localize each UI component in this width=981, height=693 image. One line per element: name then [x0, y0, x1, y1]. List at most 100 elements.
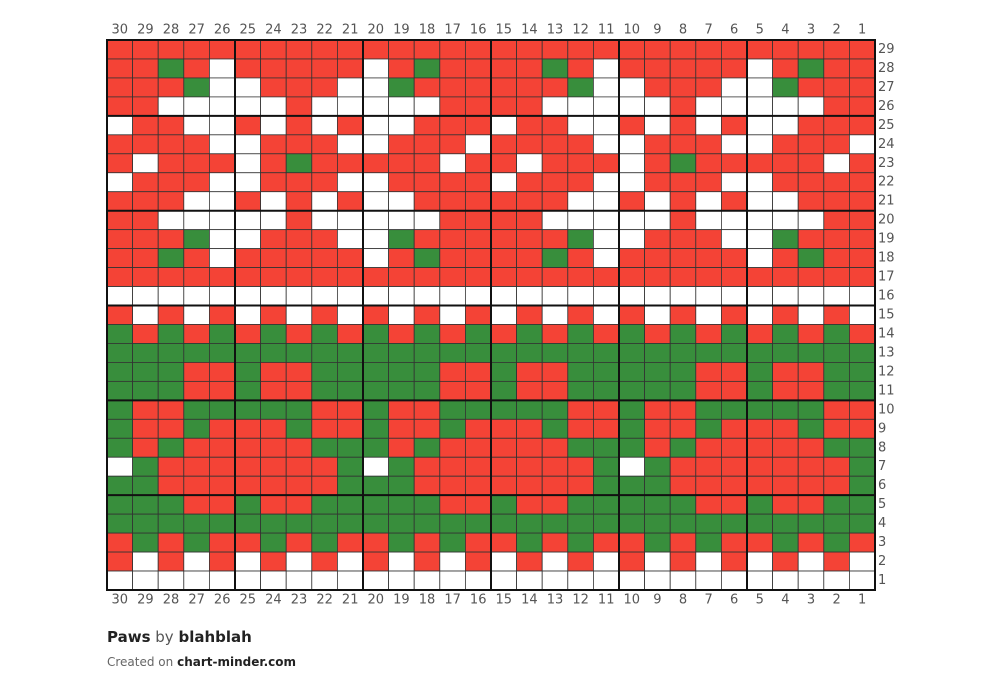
- cell: [132, 267, 159, 287]
- cell: [746, 77, 774, 98]
- cell: [721, 58, 748, 79]
- cell: [183, 58, 210, 79]
- column-label-bottom: 21: [342, 593, 359, 608]
- cell: [413, 248, 441, 268]
- cell: [644, 456, 671, 477]
- cell: [311, 570, 338, 591]
- cell: [106, 77, 134, 98]
- cell: [413, 475, 441, 496]
- cell: [772, 191, 799, 212]
- cell: [106, 494, 134, 515]
- cell: [362, 380, 390, 401]
- cell: [183, 399, 210, 420]
- cell: [644, 532, 671, 553]
- column-label-bottom: 8: [679, 593, 687, 608]
- cell: [336, 58, 364, 79]
- cell: [464, 362, 492, 382]
- cell: [695, 324, 722, 344]
- cell: [464, 134, 492, 155]
- cell: [464, 115, 492, 136]
- column-label-top: 27: [188, 23, 205, 38]
- cell: [567, 456, 594, 477]
- column-label-top: 3: [807, 23, 815, 38]
- cell: [106, 229, 134, 250]
- row-label: 11: [878, 383, 895, 398]
- cell: [772, 39, 799, 60]
- cell: [797, 153, 825, 174]
- cell: [413, 39, 441, 60]
- cell: [823, 153, 850, 174]
- cell: [490, 437, 518, 458]
- cell: [721, 96, 748, 117]
- site-link[interactable]: chart-minder.com: [177, 655, 296, 669]
- cell: [618, 437, 646, 458]
- cell: [721, 191, 748, 212]
- cell: [516, 39, 543, 60]
- cell: [157, 551, 185, 572]
- column-label-bottom: 11: [598, 593, 615, 608]
- cell: [644, 343, 671, 363]
- column-label-top: 21: [342, 23, 359, 38]
- cell: [516, 494, 543, 515]
- cell: [849, 456, 876, 477]
- column-label-top: 9: [653, 23, 661, 38]
- cell: [362, 58, 390, 79]
- cell: [721, 343, 748, 363]
- cell: [336, 456, 364, 477]
- cell: [285, 399, 313, 420]
- cell: [669, 248, 697, 268]
- cell: [772, 380, 799, 401]
- row-label: 28: [878, 61, 895, 76]
- cell: [464, 437, 492, 458]
- cell: [746, 551, 774, 572]
- cell: [413, 77, 441, 98]
- cell: [618, 513, 646, 534]
- cell: [849, 58, 876, 79]
- cell: [721, 456, 748, 477]
- cell: [208, 153, 236, 174]
- cell: [644, 494, 671, 515]
- cell: [234, 343, 262, 363]
- cell: [823, 418, 850, 439]
- cell: [695, 153, 722, 174]
- cell: [618, 134, 646, 155]
- cell: [106, 418, 134, 439]
- cell: [106, 134, 134, 155]
- cell: [746, 172, 774, 193]
- cell: [746, 456, 774, 477]
- cell: [669, 77, 697, 98]
- cell: [695, 191, 722, 212]
- cell: [746, 494, 774, 515]
- cell: [618, 248, 646, 268]
- cell: [849, 210, 876, 231]
- cell: [464, 191, 492, 212]
- cell: [593, 324, 620, 344]
- cell: [669, 172, 697, 193]
- cell: [388, 229, 415, 250]
- row-label: 19: [878, 232, 895, 247]
- column-label-top: 29: [137, 23, 154, 38]
- cell: [234, 267, 262, 287]
- cell: [311, 437, 338, 458]
- cell: [388, 115, 415, 136]
- cell: [132, 229, 159, 250]
- cell: [464, 418, 492, 439]
- cell: [157, 134, 185, 155]
- cell: [644, 172, 671, 193]
- cell: [362, 96, 390, 117]
- cell: [516, 380, 543, 401]
- cell: [413, 551, 441, 572]
- cell: [746, 191, 774, 212]
- cell: [772, 399, 799, 420]
- cell: [234, 513, 262, 534]
- cell: [541, 380, 569, 401]
- cell: [849, 286, 876, 306]
- cell: [208, 248, 236, 268]
- cell: [849, 172, 876, 193]
- cell: [849, 437, 876, 458]
- cell: [362, 475, 390, 496]
- cell: [439, 343, 466, 363]
- cell: [439, 570, 466, 591]
- cell: [593, 305, 620, 325]
- cell: [823, 305, 850, 325]
